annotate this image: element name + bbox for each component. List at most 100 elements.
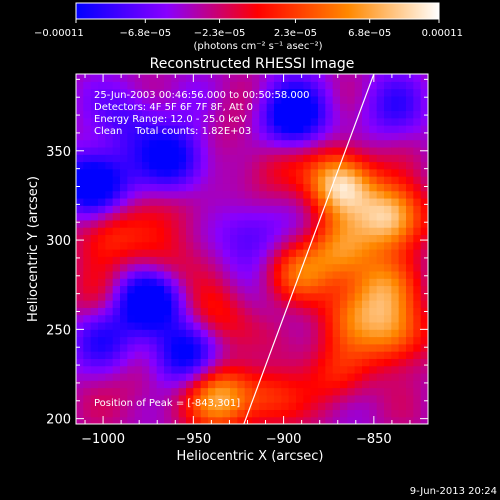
heatmap-cell xyxy=(230,409,238,418)
heatmap-cell xyxy=(413,139,422,148)
heatmap-cell xyxy=(186,132,194,141)
heatmap-cell xyxy=(215,300,224,308)
heatmap-cell xyxy=(252,380,260,389)
heatmap-cell xyxy=(384,234,392,243)
heatmap-cell xyxy=(230,329,238,338)
heatmap-cell xyxy=(134,110,143,119)
heatmap-cell xyxy=(259,110,268,119)
heatmap-cell xyxy=(215,176,224,184)
heatmap-cell xyxy=(406,329,414,338)
heatmap-cell xyxy=(369,103,378,112)
heatmap-cell xyxy=(354,387,363,396)
heatmap-cell xyxy=(296,227,304,236)
heatmap-cell xyxy=(186,380,194,389)
heatmap-cell xyxy=(281,132,290,141)
heatmap-cell xyxy=(171,278,180,287)
heatmap-cell xyxy=(406,321,414,330)
heatmap-cell xyxy=(193,372,202,381)
heatmap-cell xyxy=(325,132,334,141)
heatmap-cell xyxy=(420,74,428,82)
heatmap-cell xyxy=(318,95,326,104)
heatmap-cell xyxy=(296,285,304,294)
heatmap-cell xyxy=(347,394,356,403)
heatmap-cell xyxy=(112,380,121,389)
heatmap-cell xyxy=(215,285,224,294)
heatmap-cell xyxy=(259,205,268,214)
heatmap-cell xyxy=(171,110,180,119)
heatmap-cell xyxy=(354,263,363,272)
heatmap-cell xyxy=(127,365,136,374)
heatmap-cell xyxy=(340,81,348,90)
heatmap-cell xyxy=(244,227,253,236)
heatmap-cell xyxy=(237,365,246,374)
heatmap-cell xyxy=(274,256,282,265)
heatmap-cell xyxy=(362,88,370,97)
heatmap-cell xyxy=(362,249,370,257)
heatmap-cell xyxy=(105,358,114,367)
heatmap-cell xyxy=(281,176,290,184)
heatmap-cell xyxy=(281,343,290,352)
heatmap-cell xyxy=(354,103,363,112)
heatmap-cell xyxy=(420,329,428,338)
heatmap-cell xyxy=(237,132,246,141)
heatmap-cell xyxy=(398,278,407,287)
heatmap-image xyxy=(76,74,428,424)
heatmap-cell xyxy=(127,125,136,133)
heatmap-cell xyxy=(134,212,143,221)
heatmap-cell xyxy=(252,234,260,243)
heatmap-cell xyxy=(230,416,238,424)
heatmap-cell xyxy=(215,307,224,316)
heatmap-cell xyxy=(244,132,253,141)
heatmap-cell xyxy=(127,402,136,411)
heatmap-cell xyxy=(288,416,297,424)
heatmap-cell xyxy=(134,300,143,308)
heatmap-cell xyxy=(252,81,260,90)
heatmap-cell xyxy=(259,394,268,403)
heatmap-cell xyxy=(237,234,246,243)
heatmap-cell xyxy=(347,125,356,133)
heatmap-cell xyxy=(376,212,385,221)
heatmap-cell xyxy=(303,190,312,199)
heatmap-cell xyxy=(420,256,428,265)
heatmap-cell xyxy=(156,81,165,90)
heatmap-cell xyxy=(281,146,290,155)
heatmap-cell xyxy=(369,146,378,155)
heatmap-cell xyxy=(193,125,202,133)
heatmap-cell xyxy=(288,285,297,294)
heatmap-cell xyxy=(376,132,385,141)
heatmap-cell xyxy=(296,329,304,338)
heatmap-cell xyxy=(98,234,106,243)
heatmap-cell xyxy=(369,168,378,177)
heatmap-cell xyxy=(193,263,202,272)
y-tick-label: 300 xyxy=(46,234,71,249)
heatmap-cell xyxy=(90,321,99,330)
heatmap-cell xyxy=(112,234,121,243)
heatmap-cell xyxy=(354,256,363,265)
heatmap-cell xyxy=(200,95,209,104)
heatmap-cell xyxy=(186,256,194,265)
heatmap-cell xyxy=(376,365,385,374)
heatmap-cell xyxy=(354,146,363,155)
heatmap-cell xyxy=(354,183,363,192)
heatmap-cell xyxy=(230,307,238,316)
heatmap-cell xyxy=(200,146,209,155)
heatmap-cell xyxy=(230,95,238,104)
heatmap-cell xyxy=(244,197,253,206)
heatmap-cell xyxy=(112,74,121,82)
heatmap-cell xyxy=(420,132,428,141)
heatmap-cell xyxy=(83,241,92,250)
heatmap-cell xyxy=(156,139,165,148)
heatmap-cell xyxy=(347,416,356,424)
heatmap-cell xyxy=(171,176,180,184)
heatmap-cell xyxy=(120,300,128,308)
heatmap-cell xyxy=(127,95,136,104)
heatmap-cell xyxy=(208,227,216,236)
heatmap-cell xyxy=(149,249,158,257)
heatmap-cell xyxy=(76,176,84,184)
heatmap-cell xyxy=(193,168,202,177)
heatmap-cell xyxy=(208,219,216,228)
heatmap-cell xyxy=(281,387,290,396)
heatmap-cell xyxy=(186,234,194,243)
heatmap-cell xyxy=(406,380,414,389)
heatmap-cell xyxy=(391,190,400,199)
